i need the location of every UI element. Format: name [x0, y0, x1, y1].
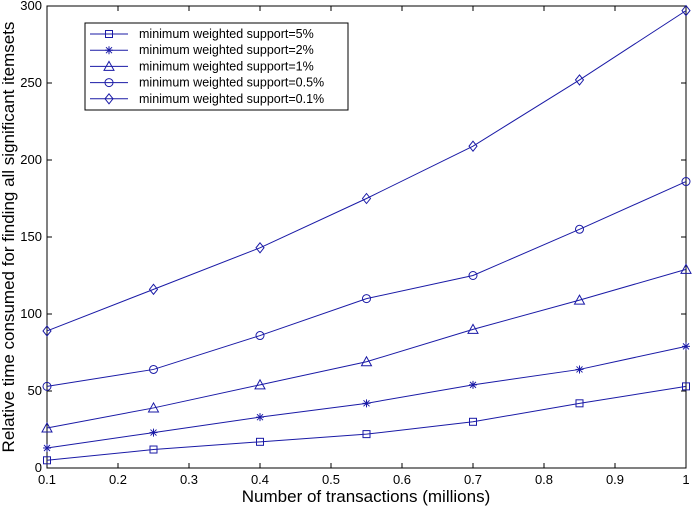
- data-point-square: [149, 445, 158, 454]
- axis-ticks: 0.1 0.2 0.3 0.4 0.5 0.6 0.7 0.8 0.9 1 0 50 100 150 200…: [20, 0, 689, 487]
- legend-label: minimum weighted support=2%: [139, 43, 314, 57]
- x-tick-label: 0.2: [109, 472, 127, 487]
- data-point-circle: [42, 381, 52, 391]
- data-point-circle: [255, 331, 265, 341]
- data-point-square: [469, 417, 477, 426]
- data-point-square: [575, 399, 584, 408]
- legend-label: minimum weighted support=1%: [139, 59, 314, 73]
- data-point-star: [43, 443, 51, 452]
- data-point-square: [682, 382, 690, 391]
- data-point-circle: [681, 177, 691, 187]
- data-point-circle: [575, 224, 584, 234]
- series-line: [46, 385, 687, 461]
- x-axis-title: Number of transactions (millions): [242, 487, 490, 506]
- data-point-star: [149, 428, 158, 437]
- data-point-diamond: [148, 283, 159, 296]
- legend-item: minimum weighted support=1%: [90, 59, 314, 73]
- legend-marker-diamond: [104, 92, 114, 105]
- data-point-diamond: [361, 192, 372, 205]
- series-square: [43, 382, 690, 465]
- legend-label: minimum weighted support=5%: [139, 27, 314, 41]
- data-point-star: [575, 365, 584, 374]
- data-point-triangle: [573, 294, 586, 305]
- x-tick-label: 1: [682, 472, 689, 487]
- x-tick-label: 0.5: [322, 472, 340, 487]
- data-point-diamond: [468, 140, 478, 152]
- legend-label: minimum weighted support=0.1%: [139, 92, 324, 106]
- series-star: [43, 342, 690, 452]
- y-tick-label: 150: [20, 229, 42, 244]
- legend-item: minimum weighted support=0.1%: [90, 92, 324, 106]
- legend-item: minimum weighted support=0.5%: [90, 76, 324, 90]
- legend-marker-square: [105, 30, 113, 38]
- data-point-triangle: [254, 378, 266, 390]
- legend-marker-triangle: [103, 60, 115, 71]
- data-point-triangle: [41, 421, 53, 433]
- y-tick-label: 100: [20, 306, 42, 321]
- legend-item: minimum weighted support=5%: [90, 27, 314, 41]
- y-tick-label: 0: [35, 460, 42, 475]
- x-tick-label: 0.1: [38, 472, 56, 487]
- data-point-triangle: [147, 401, 160, 413]
- data-point-diamond: [42, 325, 52, 337]
- data-point-diamond: [681, 4, 691, 17]
- x-tick-label: 0.8: [535, 472, 553, 487]
- legend-marker-star: [105, 46, 113, 55]
- y-axis-title: Relative time consumed for finding all s…: [0, 22, 18, 453]
- x-tick-label: 0.9: [606, 472, 624, 487]
- x-tick-label: 0.6: [393, 472, 411, 487]
- legend: minimum weighted support=5% minimum weigh…: [84, 22, 349, 111]
- data-point-triangle: [360, 355, 373, 367]
- data-point-diamond: [255, 241, 265, 254]
- x-tick-label: 0.3: [180, 472, 198, 487]
- y-tick-label: 50: [28, 383, 42, 398]
- series-triangle: [41, 263, 692, 433]
- data-point-triangle: [467, 323, 479, 334]
- series-line: [46, 10, 687, 332]
- series-diamond: [42, 4, 691, 337]
- data-point-diamond: [574, 74, 585, 86]
- legend-marker-circle: [104, 78, 114, 88]
- data-point-circle: [362, 294, 371, 304]
- data-point-star: [256, 413, 264, 422]
- data-point-star: [682, 342, 690, 351]
- series-line: [46, 181, 687, 387]
- legend-label: minimum weighted support=0.5%: [139, 76, 324, 90]
- data-point-circle: [149, 364, 158, 374]
- x-tick-label: 0.7: [464, 472, 482, 487]
- data-point-star: [362, 399, 371, 408]
- series-layer: [41, 4, 692, 465]
- series-line: [46, 268, 687, 429]
- y-tick-label: 300: [20, 0, 42, 13]
- data-point-star: [469, 380, 477, 389]
- data-point-triangle: [680, 263, 692, 274]
- data-point-square: [362, 430, 371, 439]
- data-point-square: [256, 437, 264, 446]
- y-tick-label: 250: [20, 75, 42, 90]
- x-tick-label: 0.4: [251, 472, 269, 487]
- data-point-circle: [468, 271, 478, 280]
- legend-box: [84, 22, 349, 111]
- legend-item: minimum weighted support=2%: [90, 43, 314, 57]
- y-tick-label: 200: [20, 152, 42, 167]
- series-circle: [42, 177, 691, 391]
- data-point-square: [43, 456, 51, 465]
